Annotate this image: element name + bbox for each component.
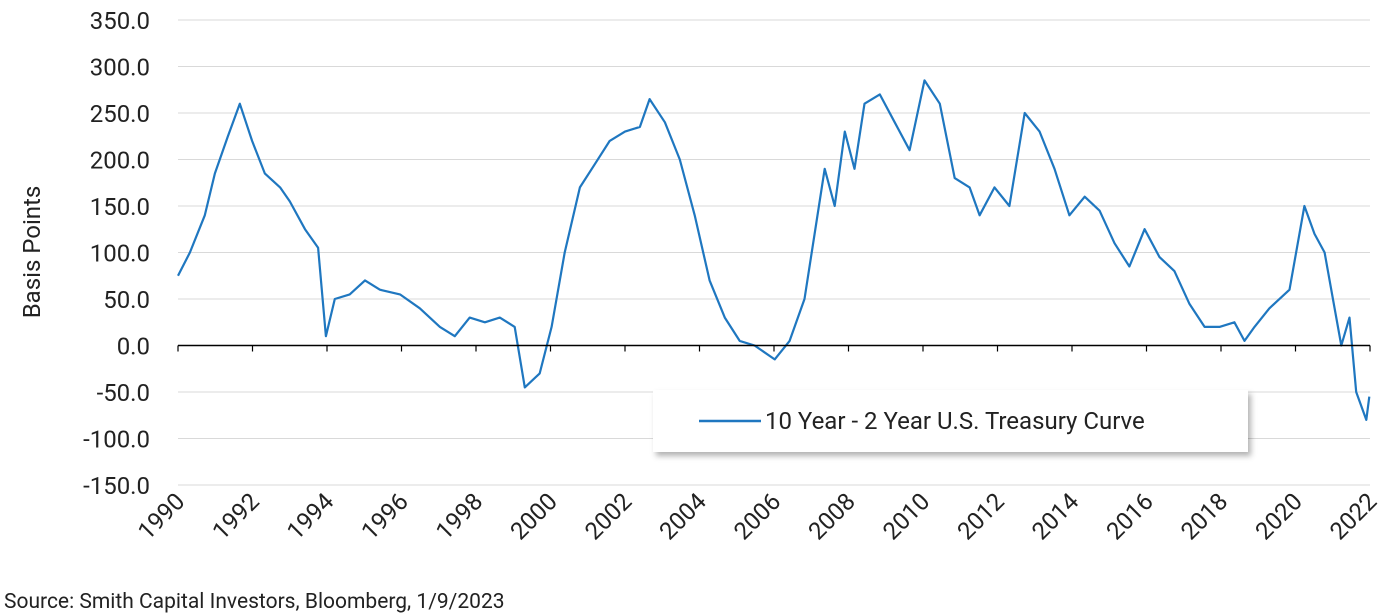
y-tick-label: 350.0 [90,7,150,35]
y-tick-label: -150.0 [83,472,150,500]
source: Source: Smith Capital Investors, Bloombe… [4,590,505,614]
y-tick-label: -50.0 [97,379,150,407]
y-tick-label: 100.0 [90,240,150,268]
x-tick-label: 1998 [430,487,488,545]
y-tick-label: 250.0 [90,100,150,128]
line [177,79,1371,421]
y-tick-label: 200.0 [90,147,150,175]
legend-label: 10 Year - 2 Year U.S. Treasury Curve [765,407,1145,435]
x-tick-label: 2016 [1101,487,1159,545]
y-tick-label: 150.0 [90,193,150,221]
x-tick-label: 2020 [1250,487,1308,545]
x-tick-label: 1994 [281,487,339,545]
x-tick-label: 2010 [877,487,935,545]
x-tick-label: 2004 [654,487,712,545]
legend: 10 Year - 2 Year U.S. Treasury Curve [653,390,1248,452]
x-tick-label: 2002 [579,487,637,545]
y-tick-label: -100.0 [83,426,150,454]
x-tick-label: 2008 [803,487,861,545]
y-tick-label: 0.0 [117,333,150,361]
x-tick-label: 2012 [952,487,1010,545]
x-tick-label: 2000 [505,487,563,545]
plot [177,79,1371,421]
y-tick-label: 50.0 [103,286,150,314]
x-tick-label: 2006 [728,487,786,545]
x-tick-label: 2014 [1026,487,1084,545]
x-tick-label: 1992 [207,487,265,545]
y-axis-label: Basis Points [18,186,46,319]
y-tick-label: 300.0 [90,54,150,82]
x-tick-label: 2022 [1324,487,1382,545]
x-tick-label: 1996 [356,487,414,545]
x-tick-label: 2018 [1175,487,1233,545]
